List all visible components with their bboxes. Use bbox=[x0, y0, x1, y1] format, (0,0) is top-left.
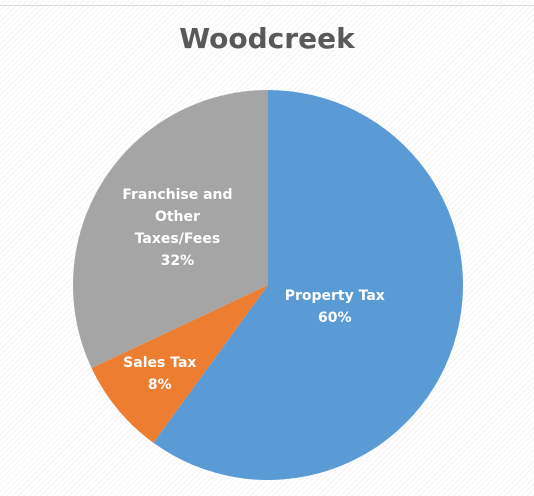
chart-title: Woodcreek bbox=[179, 22, 355, 55]
pie-slice bbox=[91, 285, 269, 443]
value-label: 8% bbox=[147, 377, 172, 394]
value-label: 60% bbox=[317, 309, 352, 326]
border bbox=[0, 5, 534, 6]
pie-slice bbox=[72, 90, 268, 369]
data-label: Sales Tax 8% bbox=[98, 352, 222, 396]
data-label: Franchise and Other Taxes/Fees 32% bbox=[115, 184, 239, 272]
category-label: Franchise and Other Taxes/Fees bbox=[122, 186, 233, 247]
category-label: Sales Tax bbox=[123, 355, 197, 372]
category-label: Property Tax bbox=[284, 287, 385, 304]
data-label: Property Tax 60% bbox=[273, 285, 397, 329]
pie-slice bbox=[153, 90, 464, 480]
value-label: 32% bbox=[160, 252, 195, 269]
